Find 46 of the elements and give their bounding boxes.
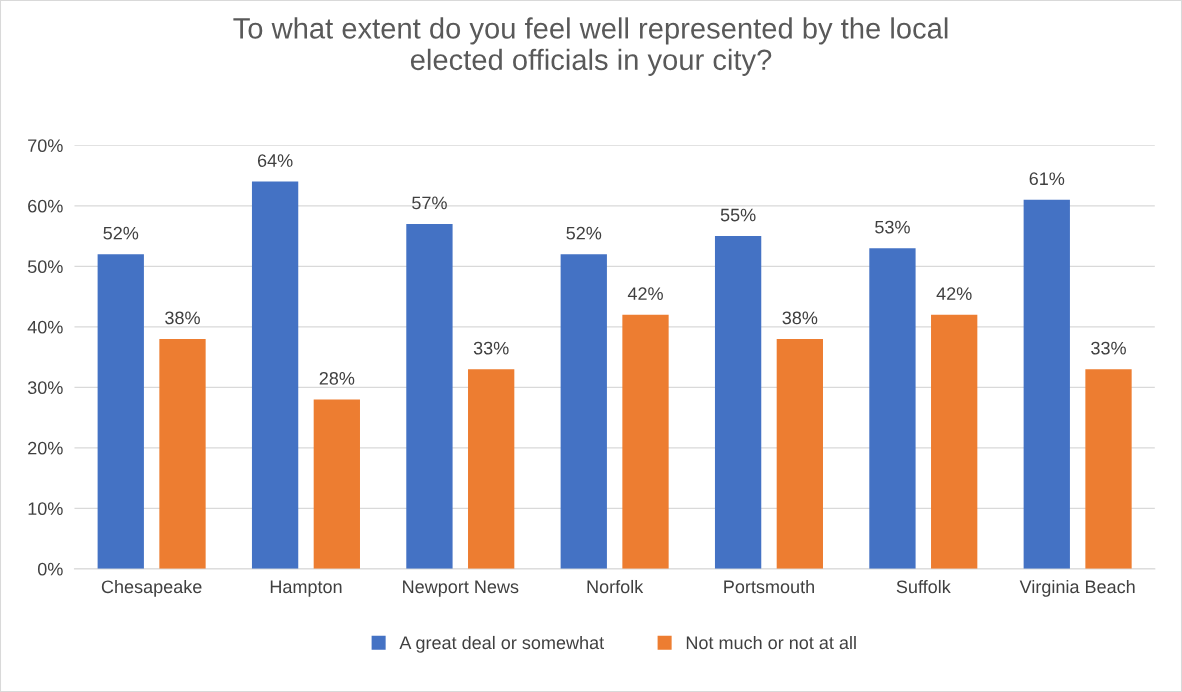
y-tick-label: 30% xyxy=(27,381,63,395)
x-tick-label: Chesapeake xyxy=(101,579,202,597)
y-tick-label: 20% xyxy=(28,441,63,455)
bar xyxy=(776,338,823,569)
x-tick-label: Hampton xyxy=(270,580,342,597)
legend-label: Not much or not at all xyxy=(686,635,856,650)
legend-label: A great deal or somewhat xyxy=(399,635,605,653)
data-label: 38% xyxy=(165,311,200,325)
x-tick-label: Portsmouth xyxy=(724,579,814,594)
bar xyxy=(468,369,515,569)
x-tick-label: Suffolk xyxy=(896,579,951,594)
x-tick-label: Newport News xyxy=(403,580,519,597)
data-label: 42% xyxy=(936,287,972,300)
data-label: 42% xyxy=(627,287,663,300)
data-label: 53% xyxy=(875,220,910,234)
bar xyxy=(560,254,607,569)
y-tick-label: 70% xyxy=(28,139,63,153)
y-tick-label: 10% xyxy=(28,502,63,516)
x-tick-label: Norfolk xyxy=(587,579,644,594)
data-label: 38% xyxy=(782,311,818,325)
y-tick-label: 60% xyxy=(28,199,63,213)
bar xyxy=(622,314,669,569)
y-tick-label: 40% xyxy=(27,320,63,334)
bar xyxy=(97,254,144,569)
bar xyxy=(159,338,206,569)
bar xyxy=(714,236,762,569)
data-label: 61% xyxy=(1029,172,1065,186)
data-label: 55% xyxy=(720,208,756,222)
bar xyxy=(869,248,916,569)
bar xyxy=(251,181,299,569)
bar xyxy=(406,223,453,569)
x-tick-label: Virginia Beach xyxy=(1019,579,1135,597)
y-tick-label: 50% xyxy=(27,260,63,274)
bar xyxy=(313,399,360,569)
data-label: 57% xyxy=(412,196,447,210)
data-label: 28% xyxy=(319,371,355,385)
data-label: 33% xyxy=(1091,341,1126,355)
data-label: 52% xyxy=(566,226,602,240)
data-label: 33% xyxy=(473,341,509,355)
chart-title: To what extent do you feel well represented by the local elected officials in your city? xyxy=(233,17,948,76)
bar xyxy=(1023,199,1070,569)
y-tick-label: 0% xyxy=(37,562,63,576)
bar xyxy=(931,314,978,569)
data-label: 64% xyxy=(257,154,293,167)
bar xyxy=(1085,369,1132,569)
data-label: 52% xyxy=(103,226,139,240)
